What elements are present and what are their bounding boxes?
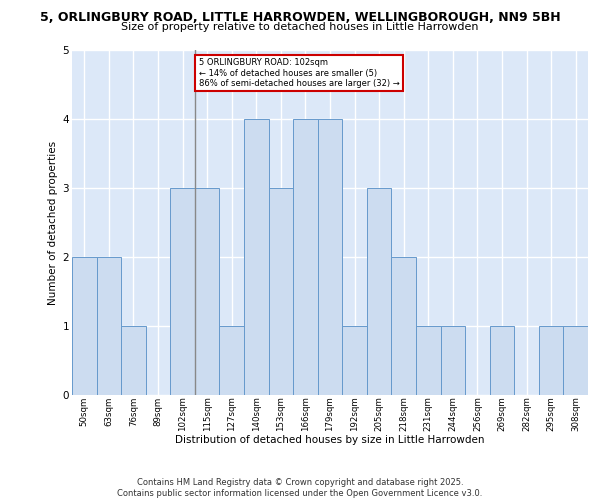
Bar <box>220 326 244 395</box>
Bar <box>539 326 563 395</box>
Bar <box>170 188 195 395</box>
Bar <box>440 326 465 395</box>
Text: Size of property relative to detached houses in Little Harrowden: Size of property relative to detached ho… <box>121 22 479 32</box>
Bar <box>342 326 367 395</box>
Bar <box>490 326 514 395</box>
Bar <box>293 119 318 395</box>
Bar <box>391 257 416 395</box>
Text: Contains HM Land Registry data © Crown copyright and database right 2025.
Contai: Contains HM Land Registry data © Crown c… <box>118 478 482 498</box>
Bar <box>97 257 121 395</box>
Y-axis label: Number of detached properties: Number of detached properties <box>49 140 58 304</box>
Text: 5, ORLINGBURY ROAD, LITTLE HARROWDEN, WELLINGBOROUGH, NN9 5BH: 5, ORLINGBURY ROAD, LITTLE HARROWDEN, WE… <box>40 11 560 24</box>
Bar <box>416 326 440 395</box>
X-axis label: Distribution of detached houses by size in Little Harrowden: Distribution of detached houses by size … <box>175 436 485 446</box>
Bar <box>244 119 269 395</box>
Bar <box>269 188 293 395</box>
Bar <box>318 119 342 395</box>
Bar <box>121 326 146 395</box>
Bar <box>195 188 220 395</box>
Text: 5 ORLINGBURY ROAD: 102sqm
← 14% of detached houses are smaller (5)
86% of semi-d: 5 ORLINGBURY ROAD: 102sqm ← 14% of detac… <box>199 58 399 88</box>
Bar <box>367 188 391 395</box>
Bar <box>72 257 97 395</box>
Bar <box>563 326 588 395</box>
